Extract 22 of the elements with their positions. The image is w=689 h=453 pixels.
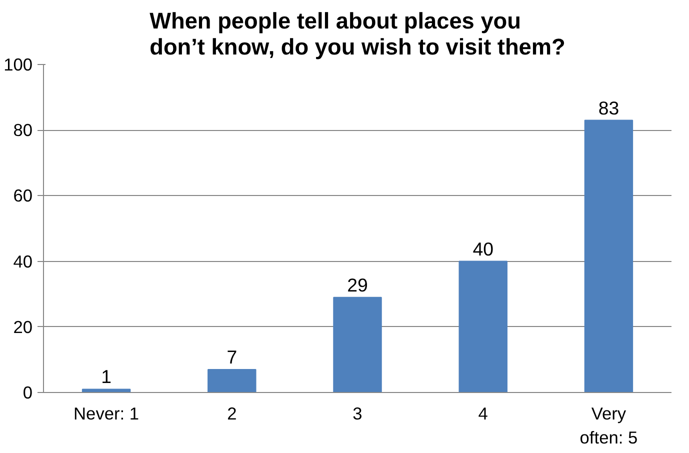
y-tick-label: 40 xyxy=(13,251,33,272)
data-label: 40 xyxy=(472,238,494,260)
bar xyxy=(208,369,256,392)
data-label: 1 xyxy=(101,366,112,388)
y-tick-label: 60 xyxy=(13,186,33,206)
bar xyxy=(584,120,634,392)
y-tick-label: 100 xyxy=(4,54,33,74)
y-tick-label: 20 xyxy=(13,316,33,337)
data-label: 83 xyxy=(598,97,620,118)
x-tick-label: 3 xyxy=(352,404,362,424)
bar xyxy=(82,388,131,392)
y-tick-label: 80 xyxy=(13,120,33,140)
x-tick-label: 2 xyxy=(227,404,237,424)
data-label: 7 xyxy=(226,346,238,368)
x-tick-label: Very often: 5 xyxy=(580,404,638,448)
data-label: 29 xyxy=(347,274,368,296)
chart-title: When people tell about places you don’t know, do you wish to visit them? xyxy=(150,8,566,60)
y-tick-label: 0 xyxy=(22,382,33,402)
bar xyxy=(458,260,508,392)
x-tick-label: 4 xyxy=(478,404,488,424)
x-tick-label: Never: 1 xyxy=(74,404,140,424)
bar xyxy=(333,296,382,392)
